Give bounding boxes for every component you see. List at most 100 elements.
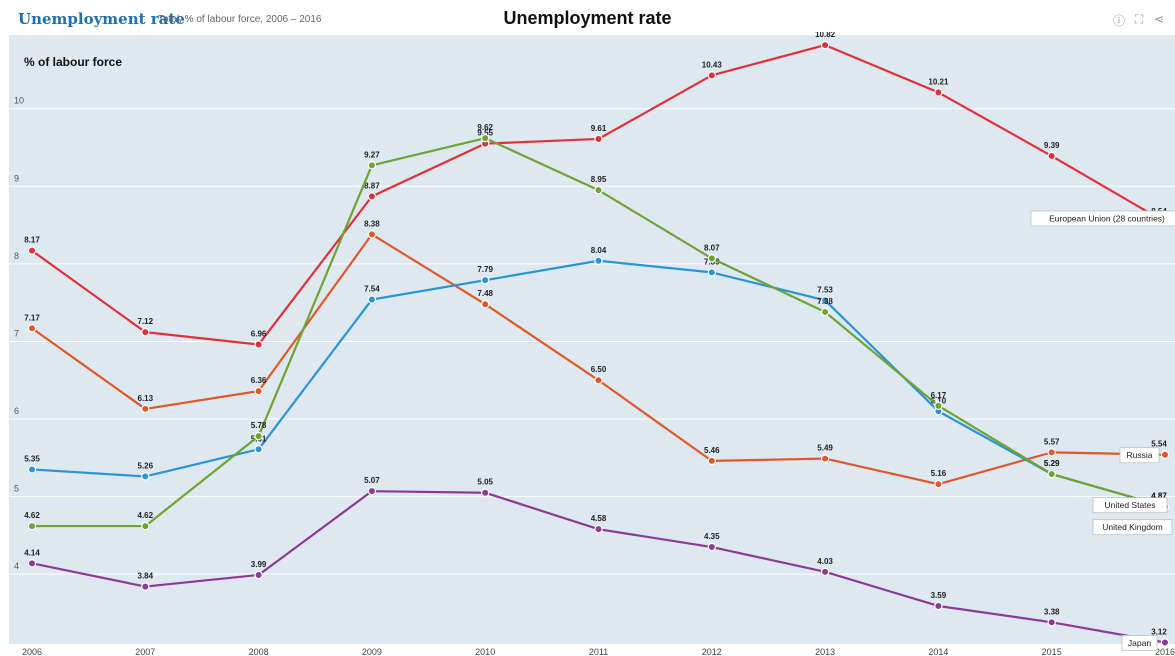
data-point	[27, 559, 37, 568]
y-tick-label: 8	[14, 251, 19, 261]
data-point	[367, 161, 377, 170]
data-point	[820, 40, 830, 50]
data-label: 5.26	[138, 461, 154, 470]
data-label: 3.38	[1044, 607, 1060, 616]
series-name-box	[1030, 210, 1175, 227]
data-label: 7.48	[477, 289, 493, 298]
data-point	[254, 445, 263, 454]
data-label: 7.38	[817, 297, 833, 306]
data-label: 4.62	[138, 511, 154, 520]
data-point	[141, 472, 150, 481]
data-label: 6.36	[251, 376, 267, 385]
info-icon[interactable]: ⓘ	[1113, 14, 1126, 28]
data-point	[254, 386, 263, 396]
x-tick-label: 2014	[928, 647, 948, 656]
data-point	[27, 465, 37, 474]
x-tick-label: 2013	[815, 647, 835, 656]
x-tick-label: 2015	[1042, 647, 1062, 656]
data-point	[820, 296, 830, 305]
data-label: 5.29	[1044, 459, 1060, 468]
data-point	[594, 376, 603, 385]
data-label: 4.58	[591, 514, 607, 523]
line-chart: 4 5 6 7 8 9 10 % of labour force 2006 2007 2008 200…	[9, 32, 1175, 656]
chart-subtitle: Total, % of labour force, 2006 – 2016	[158, 14, 322, 25]
data-point	[481, 275, 490, 285]
data-label: 4.03	[817, 557, 833, 566]
data-point	[707, 542, 717, 552]
data-label: 5.05	[477, 478, 493, 487]
data-label: 6.96	[251, 330, 267, 339]
data-point	[594, 134, 603, 144]
x-tick-label: 2007	[135, 647, 155, 656]
data-label: 6.10	[931, 396, 947, 405]
data-point	[707, 71, 717, 80]
data-label: 4.87	[1151, 492, 1167, 501]
y-tick-label: 9	[14, 173, 19, 183]
y-tick-label: 10	[14, 96, 24, 106]
data-point	[27, 521, 37, 531]
data-point	[1047, 151, 1056, 161]
data-label: 8.17	[24, 236, 40, 245]
data-point	[820, 567, 830, 577]
data-label: 8.38	[364, 219, 380, 228]
data-point	[934, 601, 943, 611]
data-label: 9.55	[477, 129, 493, 138]
y-tick-label: 7	[14, 328, 19, 338]
data-point	[1047, 448, 1056, 457]
data-label: 10.21	[928, 77, 949, 86]
chart-header: Unemployment rate Total, % of labour for…	[0, 0, 1175, 32]
data-label: 9.62	[477, 123, 493, 132]
data-label: 4.35	[704, 532, 720, 541]
data-label: 8.95	[591, 175, 607, 184]
data-point	[594, 524, 603, 534]
data-point	[934, 401, 943, 411]
share-icon[interactable]: ⋖	[1153, 12, 1165, 26]
series-name-box	[1092, 497, 1168, 514]
data-point	[707, 268, 717, 277]
data-label: 3.84	[138, 572, 154, 581]
series-name-box	[1092, 519, 1173, 536]
x-tick-label: 2011	[589, 647, 608, 656]
data-label: 9.39	[1044, 141, 1060, 150]
legend-label: United Kingdom	[1102, 522, 1162, 532]
data-label: 4.62	[24, 511, 40, 520]
legend-label: Japan	[1128, 638, 1151, 648]
data-label: 7.53	[817, 285, 833, 294]
brand-title[interactable]: Unemployment rate	[18, 10, 185, 28]
data-label: 3.12	[1151, 627, 1167, 636]
series-name-box	[1119, 447, 1160, 464]
data-label: 5.07	[364, 476, 380, 485]
data-point	[1047, 469, 1056, 479]
data-point	[820, 454, 830, 463]
x-tick-label: 2006	[22, 647, 42, 656]
y-axis-label: % of labour force	[24, 55, 122, 69]
data-point	[481, 488, 490, 497]
data-label: 7.17	[24, 313, 40, 322]
data-point	[254, 570, 263, 580]
data-label: 5.78	[251, 421, 267, 430]
x-tick-label: 2012	[702, 647, 722, 656]
data-label: 8.87	[364, 181, 380, 190]
data-label: 6.17	[931, 391, 947, 400]
data-point	[1160, 450, 1170, 459]
data-point	[141, 521, 150, 531]
fullscreen-icon[interactable]: ⛶	[1134, 12, 1144, 26]
data-label: 7.79	[477, 265, 493, 274]
data-label: 10.43	[702, 60, 723, 69]
data-label: 4.14	[24, 548, 40, 557]
y-tick-label: 4	[14, 561, 19, 571]
legend-label: United States	[1104, 500, 1155, 510]
toolbar-icons: ⓘ ⛶ ⋖	[1113, 12, 1165, 29]
data-point	[27, 324, 37, 333]
data-point	[481, 300, 490, 309]
data-label: 3.59	[931, 591, 947, 600]
data-label: 5.35	[24, 454, 40, 463]
series-name-box	[1121, 635, 1158, 651]
data-point	[367, 192, 377, 201]
data-point	[707, 456, 717, 466]
data-label: 4.87	[1151, 492, 1167, 501]
data-point	[367, 486, 377, 496]
x-tick-label: 2010	[475, 647, 495, 656]
data-label: 6.13	[138, 394, 154, 403]
data-point	[254, 340, 263, 349]
